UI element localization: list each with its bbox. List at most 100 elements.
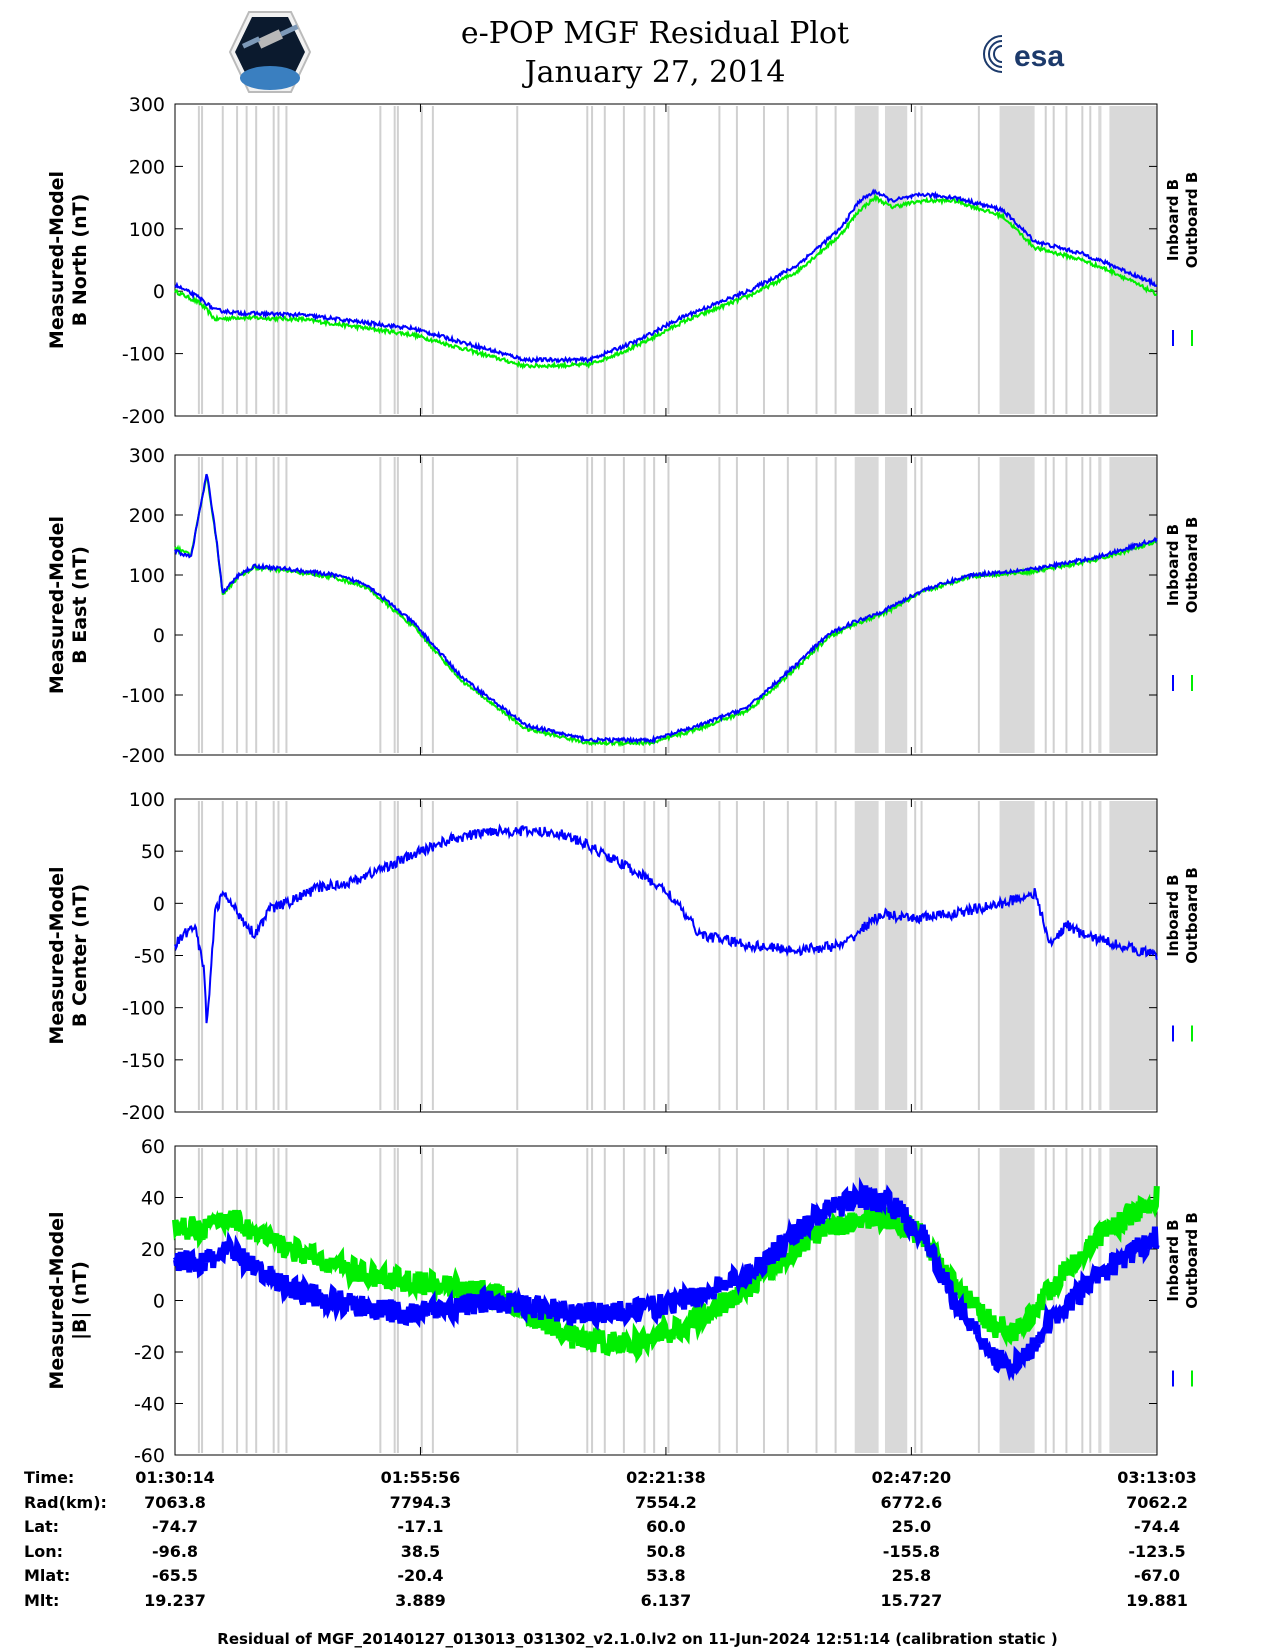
ephemeris-value: 50.8 [646, 1541, 686, 1561]
x-tick-label-time: 02:21:38 [626, 1468, 706, 1487]
ephemeris-value: 7063.8 [144, 1492, 206, 1512]
ephemeris-value: -155.8 [882, 1541, 940, 1561]
ephemeris-row-label: Mlat: [24, 1566, 71, 1585]
ephemeris-value: 3.889 [395, 1590, 446, 1610]
series-inboard-line [174, 823, 1158, 1024]
ephemeris-value: -74.7 [151, 1517, 199, 1536]
ephemeris-value: 19.881 [1126, 1590, 1188, 1610]
legend-outboard-label: Outboard B [1183, 1212, 1201, 1309]
y-tick-label: 100 [129, 565, 165, 587]
y-tick-label: -60 [134, 1445, 165, 1467]
y-tick-label: -200 [122, 745, 165, 767]
ephemeris-value: 6.137 [640, 1590, 692, 1610]
ephemeris-value: 25.8 [891, 1566, 932, 1585]
ephemeris-value: -67.0 [1133, 1566, 1181, 1585]
ephemeris-row-label: Time: [24, 1468, 75, 1487]
ephemeris-value: 7554.2 [635, 1492, 697, 1512]
epop-cassiope-logo [228, 11, 312, 93]
ephemeris-value: -74.4 [1133, 1517, 1181, 1536]
y-tick-label: -50 [134, 946, 165, 968]
svg-text:esa: esa [1014, 40, 1064, 73]
gray-band [1098, 457, 1102, 753]
ephemeris-value: -96.8 [151, 1541, 199, 1561]
y-axis-label: Measured-Model [46, 866, 68, 1044]
y-tick-label: -100 [122, 344, 165, 366]
y-tick-label: -150 [122, 1050, 165, 1072]
y-tick-label: 200 [129, 505, 165, 527]
chart-date: January 27, 2014 [524, 55, 786, 90]
legend-outboard-label: Outboard B [1183, 517, 1201, 614]
ephemeris-value: 19.237 [144, 1590, 206, 1610]
ephemeris-value: -123.5 [1128, 1541, 1186, 1561]
y-axis-label: |B| (nT) [69, 1261, 91, 1340]
footer-caption: Residual of MGF_20140127_013013_031302_v… [217, 1630, 1058, 1648]
ephemeris-value: 60.0 [646, 1517, 686, 1536]
ephemeris-value: -20.4 [397, 1566, 444, 1585]
y-tick-label: -100 [122, 998, 165, 1020]
y-tick-label: -100 [122, 685, 165, 707]
series-outboard-line [174, 474, 1158, 748]
ephemeris-value: 15.727 [880, 1590, 943, 1610]
y-tick-label: 50 [141, 841, 165, 863]
legend-inboard-label: Inboard B [1164, 524, 1182, 606]
y-tick-label: 300 [129, 94, 165, 116]
legend-outboard-label: Outboard B [1183, 867, 1201, 964]
gray-band [854, 801, 879, 1110]
ephemeris-value: 7794.3 [389, 1492, 452, 1512]
x-tick-label-time: 02:47:20 [871, 1468, 952, 1487]
ephemeris-value: 7062.2 [1126, 1492, 1188, 1512]
gray-band [854, 106, 879, 414]
y-tick-label: 100 [129, 219, 165, 241]
esa-logo: esa [983, 35, 1064, 73]
y-tick-label: -20 [134, 1342, 165, 1364]
gray-band [999, 106, 1035, 414]
x-tick-label-time: 01:30:14 [135, 1468, 215, 1487]
y-axis-label: B Center (nT) [69, 884, 91, 1027]
gray-band [884, 106, 908, 414]
ephemeris-value: 38.5 [400, 1541, 441, 1561]
ephemeris-value: -65.5 [151, 1566, 199, 1585]
ephemeris-row-label: Rad(km): [24, 1492, 107, 1512]
series-inboard-line [174, 188, 1158, 365]
series-inboard-line [174, 473, 1158, 745]
y-tick-label: 60 [141, 1136, 165, 1158]
legend-inboard-label: Inboard B [1164, 874, 1182, 956]
y-axis-label: Measured-Model [46, 171, 68, 349]
series-outboard-line [172, 1185, 1160, 1364]
y-tick-label: -40 [134, 1394, 165, 1416]
legend-outboard-label: Outboard B [1183, 172, 1201, 269]
y-axis-label: B North (nT) [69, 194, 91, 327]
y-tick-label: -200 [122, 406, 165, 428]
series-outboard-line [174, 193, 1158, 370]
x-tick-label-time: 03:13:03 [1117, 1468, 1197, 1487]
y-tick-label: 0 [153, 625, 165, 647]
y-tick-label: 20 [141, 1239, 165, 1261]
y-tick-label: 0 [153, 281, 165, 303]
x-tick-label-time: 01:55:56 [380, 1468, 461, 1487]
y-axis-label: Measured-Model [46, 516, 68, 694]
ephemeris-value: 25.0 [891, 1517, 932, 1536]
ephemeris-value: -17.1 [397, 1517, 444, 1536]
gray-band [1109, 106, 1157, 414]
y-tick-label: 100 [129, 789, 165, 811]
ephemeris-row-label: Mlt: [24, 1590, 60, 1610]
legend-inboard-label: Inboard B [1164, 1219, 1182, 1301]
chart-title: e-POP MGF Residual Plot [460, 16, 850, 51]
gray-band [999, 801, 1035, 1110]
gray-band [1098, 1148, 1102, 1453]
gray-band [999, 457, 1035, 753]
gray-band [1098, 801, 1102, 1110]
gray-band [854, 457, 879, 753]
ephemeris-value: 53.8 [646, 1566, 686, 1585]
y-axis-label: Measured-Model [46, 1211, 68, 1389]
y-axis-label: B East (nT) [69, 546, 91, 664]
gray-band [884, 801, 908, 1110]
y-tick-label: 200 [129, 156, 165, 178]
series-inboard-line [172, 1176, 1160, 1382]
legend-inboard-label: Inboard B [1164, 179, 1182, 261]
y-tick-label: 300 [129, 445, 165, 467]
y-tick-label: 0 [153, 1291, 165, 1313]
y-tick-label: 0 [153, 893, 165, 915]
ephemeris-row-label: Lat: [24, 1517, 60, 1536]
